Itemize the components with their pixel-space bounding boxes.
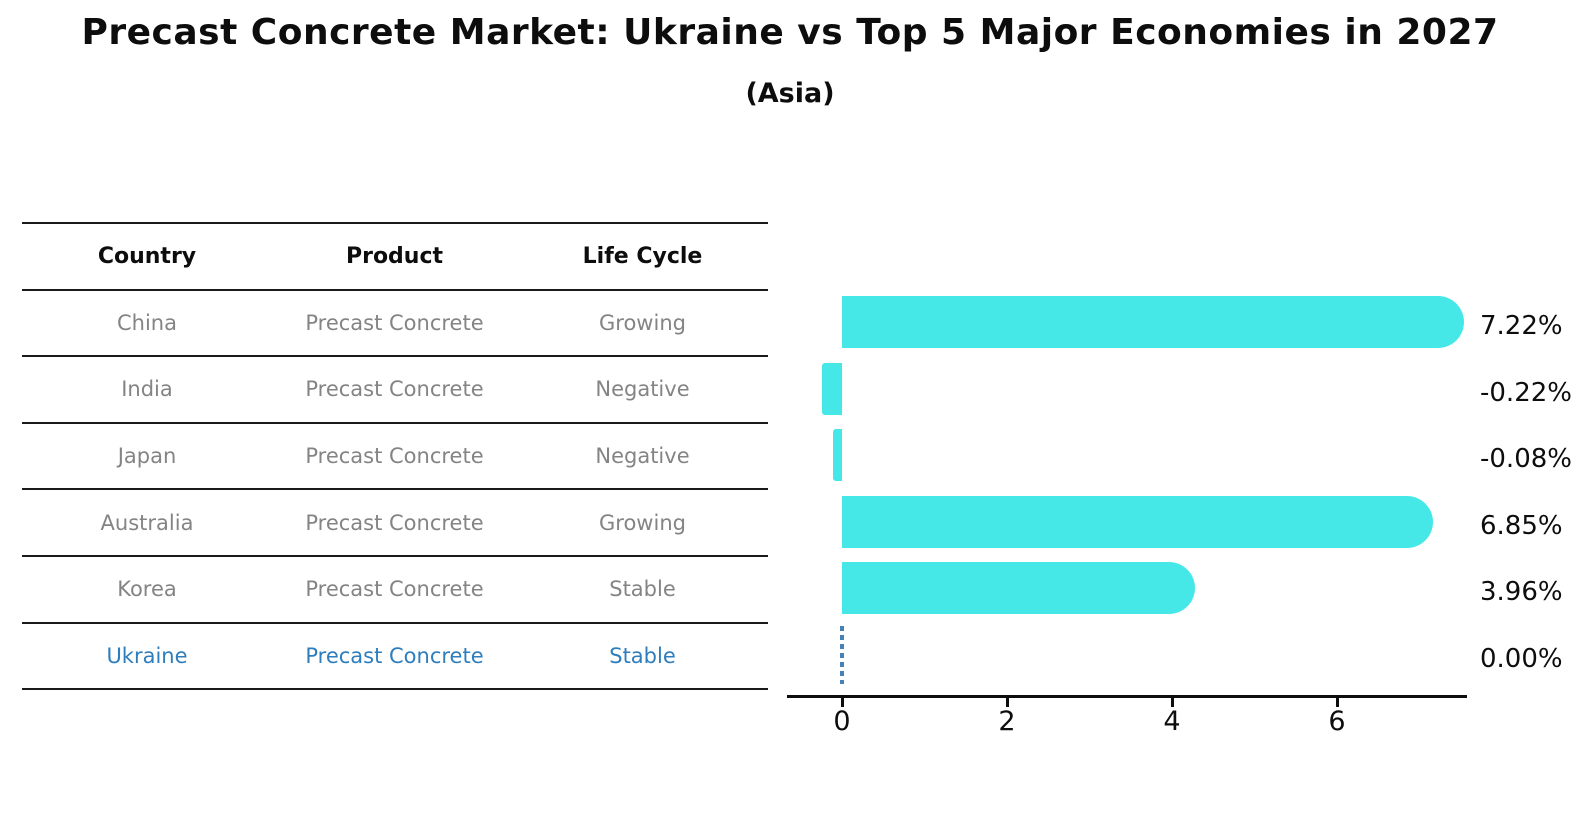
- table-row-australia: Australia Precast Concrete Growing: [22, 488, 768, 555]
- column-header-country: Country: [97, 243, 197, 269]
- table-header-row: Country Product Life Cycle: [22, 222, 768, 289]
- life-cycle-cell: Stable: [609, 577, 676, 602]
- product-cell: Precast Concrete: [305, 310, 484, 335]
- product-cell: Precast Concrete: [305, 510, 484, 535]
- product-cell: Precast Concrete: [305, 377, 484, 402]
- bar-india: [821, 362, 842, 415]
- x-axis-line: [787, 695, 1467, 698]
- bar-australia: [842, 495, 1434, 548]
- column-header-product: Product: [345, 243, 444, 269]
- value-label-japan: -0.08%: [1480, 444, 1572, 474]
- country-table: Country Product Life Cycle China Precast…: [22, 222, 768, 691]
- table-row-japan: Japan Precast Concrete Negative: [22, 421, 768, 489]
- life-cycle-cell: Negative: [595, 377, 690, 402]
- bar-korea: [842, 562, 1195, 614]
- x-axis-tick-label-0: 0: [833, 706, 851, 737]
- x-axis-tick-0: [840, 698, 844, 707]
- column-header-life-cycle: Life Cycle: [582, 243, 703, 269]
- value-label-china: 7.22%: [1480, 311, 1563, 341]
- life-cycle-cell: Growing: [599, 310, 686, 335]
- x-axis-tick-label-2: 2: [998, 706, 1016, 737]
- table-row-ukraine: Ukraine Precast Concrete Stable: [22, 621, 768, 689]
- value-label-india: -0.22%: [1480, 377, 1572, 408]
- chart-subtitle: (Asia): [745, 78, 835, 109]
- value-label-korea: 3.96%: [1480, 577, 1563, 607]
- x-axis-tick-6: [1335, 698, 1339, 707]
- table-row-china: China Precast Concrete Growing: [22, 288, 768, 356]
- product-cell: Precast Concrete: [305, 577, 484, 602]
- country-cell: China: [117, 310, 177, 335]
- country-cell: Ukraine: [106, 643, 188, 668]
- zero-value-marker-ukraine: [840, 625, 844, 684]
- country-cell: Korea: [117, 577, 177, 602]
- x-axis-tick-4: [1170, 698, 1174, 707]
- table-row-korea: Korea Precast Concrete Stable: [22, 554, 768, 622]
- product-cell: Precast Concrete: [305, 444, 484, 469]
- bar-japan: [833, 429, 842, 481]
- life-cycle-cell: Stable: [609, 643, 676, 668]
- chart-title: Precast Concrete Market: Ukraine vs Top …: [81, 12, 1499, 53]
- table-row-india: India Precast Concrete Negative: [22, 355, 768, 422]
- life-cycle-cell: Growing: [599, 510, 686, 535]
- bar-china: [842, 296, 1464, 348]
- x-axis-tick-2: [1005, 698, 1009, 707]
- x-axis-tick-label-4: 4: [1163, 706, 1181, 737]
- value-label-ukraine: 0.00%: [1480, 643, 1563, 674]
- life-cycle-cell: Negative: [595, 444, 690, 469]
- x-axis-tick-label-6: 6: [1328, 706, 1346, 737]
- product-cell: Precast Concrete: [305, 643, 484, 668]
- country-cell: India: [121, 377, 173, 402]
- country-cell: Australia: [100, 510, 194, 535]
- country-cell: Japan: [117, 444, 177, 469]
- value-label-australia: 6.85%: [1480, 510, 1563, 541]
